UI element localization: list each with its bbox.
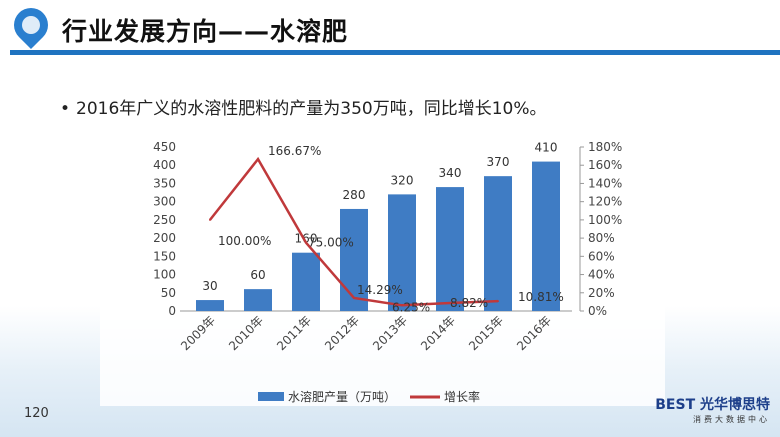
bar bbox=[196, 300, 224, 311]
line-label: 8.82% bbox=[450, 296, 488, 310]
bar bbox=[292, 252, 320, 311]
line-point bbox=[305, 241, 307, 244]
x-tick: 2016年 bbox=[514, 313, 554, 353]
y-right-tick: 40% bbox=[588, 268, 615, 282]
legend-bar-swatch bbox=[258, 392, 284, 401]
line-label: 75.00% bbox=[308, 236, 354, 250]
legend-line-label: 增长率 bbox=[444, 389, 480, 404]
line-label: 10.81% bbox=[518, 290, 564, 304]
y-left-tick: 400 bbox=[153, 158, 176, 172]
y-left-tick: 0 bbox=[168, 304, 176, 318]
x-tick: 2015年 bbox=[466, 313, 506, 353]
y-left-tick: 150 bbox=[153, 249, 176, 263]
bar bbox=[436, 187, 464, 311]
x-tick: 2012年 bbox=[322, 313, 362, 353]
bar-label: 280 bbox=[343, 188, 366, 202]
line-point bbox=[257, 158, 259, 161]
chart-panel bbox=[100, 128, 665, 406]
y-right-tick: 160% bbox=[588, 158, 622, 172]
brand-subtitle: 消费大数据中心 bbox=[693, 415, 770, 424]
line-label: 100.00% bbox=[218, 234, 271, 248]
y-left-tick: 450 bbox=[153, 140, 176, 154]
bar-label: 320 bbox=[391, 173, 414, 187]
y-right-tick: 0% bbox=[588, 304, 607, 318]
x-tick: 2011年 bbox=[274, 313, 314, 353]
y-left-tick: 100 bbox=[153, 268, 176, 282]
y-right-tick: 80% bbox=[588, 231, 615, 245]
x-tick: 2010年 bbox=[226, 313, 266, 353]
y-right-tick: 20% bbox=[588, 286, 615, 300]
bar bbox=[484, 176, 512, 311]
y-left-tick: 300 bbox=[153, 195, 176, 209]
bar-label: 340 bbox=[439, 166, 462, 180]
bar bbox=[340, 208, 368, 311]
legend-bar-label: 水溶肥产量（万吨） bbox=[288, 389, 396, 404]
x-tick: 2009年 bbox=[178, 313, 218, 353]
title-divider bbox=[10, 50, 780, 55]
line-label: 6.25% bbox=[392, 300, 430, 314]
bar-label: 30 bbox=[202, 279, 217, 293]
y-left-tick: 350 bbox=[153, 176, 176, 190]
line-point bbox=[353, 296, 355, 299]
bar bbox=[388, 194, 416, 311]
x-tick: 2014年 bbox=[418, 313, 458, 353]
line-point bbox=[449, 301, 451, 304]
bar bbox=[244, 289, 272, 311]
bar-label: 370 bbox=[487, 155, 510, 169]
page-number: 120 bbox=[24, 406, 49, 421]
brand-name: BEST 光华博思特 bbox=[655, 397, 770, 413]
line-label: 14.29% bbox=[357, 283, 403, 297]
line-point bbox=[401, 304, 403, 307]
y-left-tick: 250 bbox=[153, 213, 176, 227]
y-right-tick: 140% bbox=[588, 176, 622, 190]
bar-label: 60 bbox=[250, 268, 265, 282]
y-right-tick: 100% bbox=[588, 213, 622, 227]
x-tick: 2013年 bbox=[370, 313, 410, 353]
line-point bbox=[209, 218, 211, 221]
bar bbox=[532, 161, 560, 311]
y-right-tick: 120% bbox=[588, 195, 622, 209]
y-left-tick: 50 bbox=[161, 286, 176, 300]
bar-label: 410 bbox=[535, 141, 558, 155]
y-right-tick: 60% bbox=[588, 249, 615, 263]
line-label: 166.67% bbox=[268, 144, 321, 158]
y-left-tick: 200 bbox=[153, 231, 176, 245]
line-point bbox=[497, 300, 499, 303]
y-right-tick: 180% bbox=[588, 140, 622, 154]
slide-title: 行业发展方向——水溶肥 bbox=[62, 17, 349, 46]
brand-logo: BEST 光华博思特 消费大数据中心 bbox=[655, 394, 770, 425]
bullet-text: 2016年广义的水溶性肥料的产量为350万吨，同比增长10%。 bbox=[60, 94, 547, 119]
